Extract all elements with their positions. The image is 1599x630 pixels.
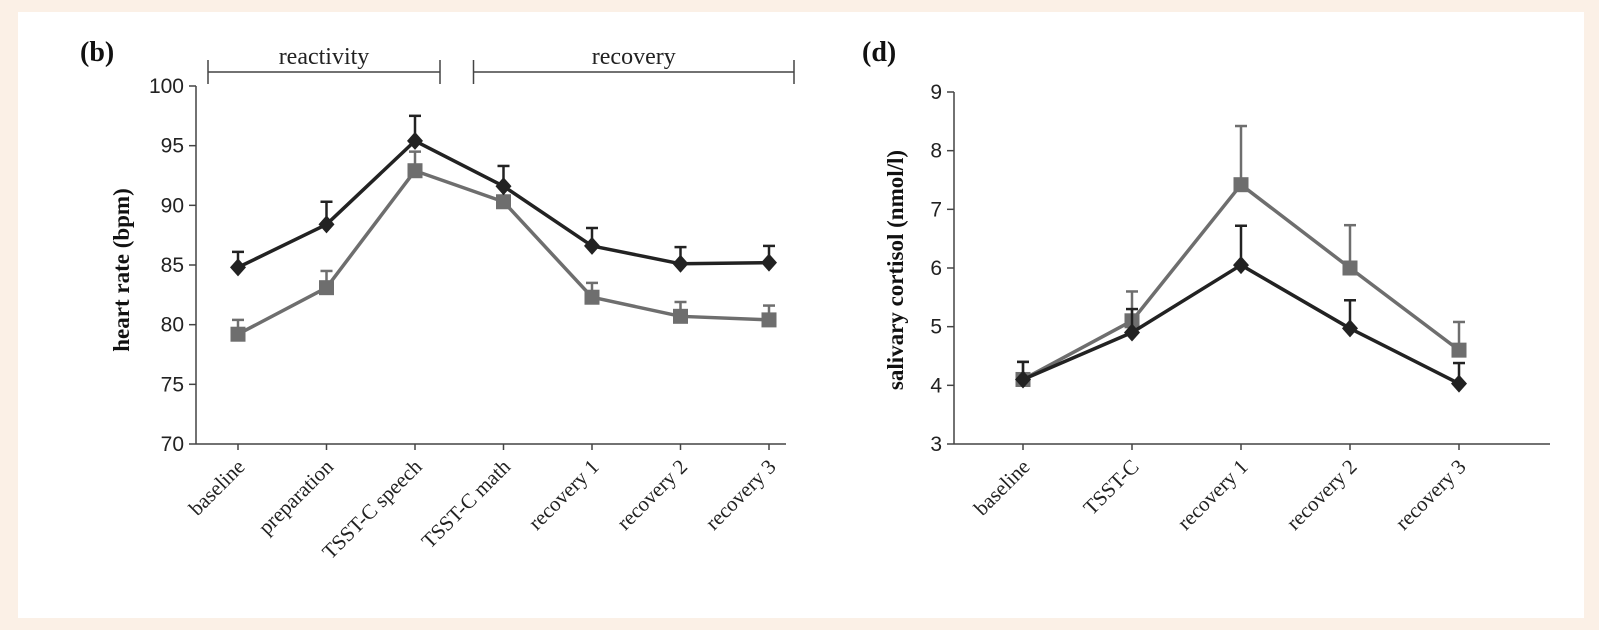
y-tick-label-90: 90 [161, 194, 184, 217]
x-tick-label-recovery-2: recovery 2 [1281, 455, 1361, 535]
data-point-square-recovery-1 [584, 289, 600, 305]
y-tick-label-4: 4 [930, 374, 942, 397]
figure: (b) heart rate (bpm) reactivity recovery … [18, 12, 1584, 618]
data-point-diamond-recovery-1 [584, 236, 600, 255]
chart-figure: (b) heart rate (bpm) reactivity recovery … [80, 37, 1550, 564]
x-tick-label-recovery-3: recovery 3 [1390, 455, 1470, 535]
series-line-diamond [1022, 263, 1460, 386]
phase-brackets: reactivity recovery [207, 44, 795, 84]
data-point-square-tsst-c-math [496, 194, 511, 210]
data-point-diamond-preparation [318, 215, 335, 234]
data-point-square-preparation [319, 280, 334, 296]
data-point-square-recovery-2 [673, 308, 688, 324]
data-point-diamond-tsst-c-math [495, 177, 512, 196]
panel-d-chart: (d) salivary cortisol (nmol/l) 3 4 5 6 7 8 9 ba… [862, 37, 1550, 535]
data-point-diamond-recovery-3 [1451, 374, 1467, 393]
x-tick-label-tsst-c-math: TSST-C math [417, 454, 516, 553]
y-tick-label-6: 6 [930, 257, 942, 280]
x-tick-label-recovery-3: recovery 3 [700, 455, 780, 535]
panel-b-chart: (b) heart rate (bpm) reactivity recovery … [80, 37, 795, 564]
phase-label-recovery: recovery [592, 44, 676, 70]
panel-label-b: (b) [80, 37, 114, 68]
series-panel-b [230, 114, 777, 342]
axes-panel-b: 70 75 80 85 90 95 100 baseline preparation TSST-C… [149, 75, 786, 564]
y-tick-label-8: 8 [930, 140, 942, 163]
y-tick-label-75: 75 [161, 373, 184, 396]
data-point-square-recovery-1 [1233, 177, 1249, 193]
x-tick-label-tsst-c: TSST-C [1078, 455, 1143, 520]
series-diamond [1015, 224, 1467, 393]
x-tick-label-recovery-2: recovery 2 [612, 455, 692, 535]
series-diamond [230, 114, 777, 277]
data-point-diamond-recovery-2 [672, 254, 689, 273]
data-point-diamond-recovery-2 [1342, 319, 1358, 338]
y-tick-label-3: 3 [930, 433, 942, 456]
data-point-diamond-baseline [1015, 370, 1031, 389]
data-point-diamond-tsst-c-speech [407, 131, 423, 150]
y-tick-label-9: 9 [930, 81, 942, 104]
y-tick-label-85: 85 [161, 254, 184, 277]
y-tick-label-7: 7 [930, 198, 942, 221]
data-point-square-baseline [230, 326, 246, 342]
y-tick-label-95: 95 [161, 135, 184, 158]
data-point-square-recovery-3 [761, 312, 777, 328]
panel-label-d: (d) [862, 37, 896, 68]
y-axis-title-heart-rate: heart rate (bpm) [109, 188, 134, 352]
data-point-diamond-recovery-3 [761, 253, 777, 272]
y-tick-label-100: 100 [149, 75, 184, 98]
x-tick-label-recovery-1: recovery 1 [1172, 455, 1252, 535]
phase-label-reactivity: reactivity [279, 44, 370, 70]
data-point-square-tsst-c-speech [407, 163, 423, 179]
x-tick-label-preparation: preparation [253, 454, 338, 539]
x-tick-label-baseline: baseline [184, 455, 250, 521]
y-axis-title-cortisol: salivary cortisol (nmol/l) [883, 150, 908, 390]
x-tick-label-recovery-1: recovery 1 [523, 455, 603, 535]
data-point-diamond-tsst-c [1124, 323, 1140, 342]
y-tick-label-5: 5 [930, 316, 942, 339]
y-tick-label-80: 80 [161, 314, 184, 337]
series-panel-d [1015, 124, 1467, 393]
y-tick-label-70: 70 [161, 433, 184, 456]
series-square [230, 150, 777, 342]
data-point-square-recovery-3 [1451, 342, 1467, 358]
data-point-diamond-recovery-1 [1233, 256, 1249, 275]
x-tick-label-baseline: baseline [969, 455, 1035, 521]
data-point-square-recovery-2 [1342, 260, 1358, 276]
data-point-diamond-baseline [230, 258, 246, 277]
